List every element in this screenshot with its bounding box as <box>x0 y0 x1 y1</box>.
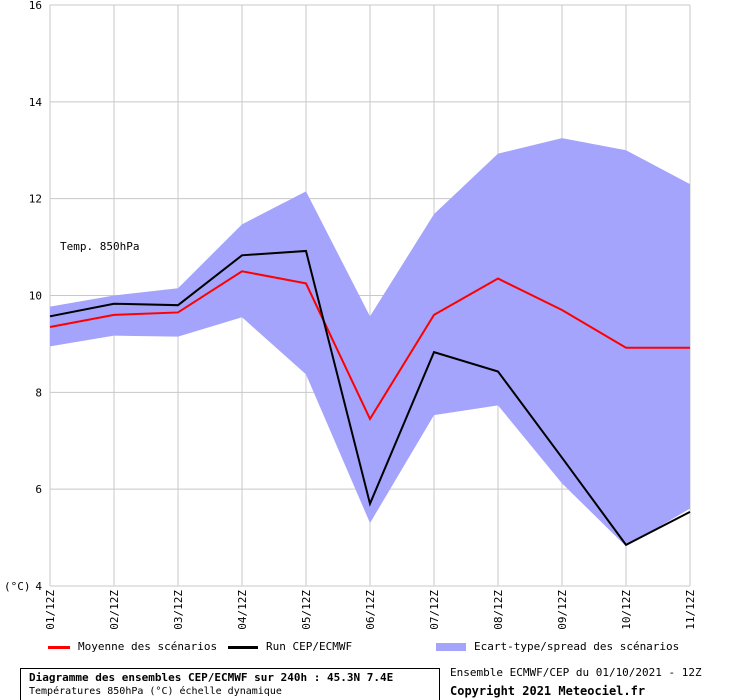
chart-subtitle: Températures 850hPa (°C) échelle dynamiq… <box>29 686 282 697</box>
x-tick-label: 01/12Z <box>44 590 57 630</box>
y-axis-ticks: 4 6 8 10 12 14 16 <box>29 0 43 593</box>
y-tick-label: 12 <box>29 193 42 206</box>
legend-spread-swatch <box>436 643 466 651</box>
legend-mean: Moyenne des scénarios <box>48 640 217 653</box>
legend-run-swatch <box>228 645 258 649</box>
ensemble-run-info: Ensemble ECMWF/CEP du 01/10/2021 - 12Z <box>450 666 702 679</box>
y-tick-label: 4 <box>35 580 42 593</box>
x-tick-label: 03/12Z <box>172 590 185 630</box>
x-tick-label: 09/12Z <box>556 590 569 630</box>
legend-spread-label: Ecart-type/spread des scénarios <box>474 640 680 653</box>
chart-annotation: Temp. 850hPa <box>60 240 139 253</box>
run-series-line <box>49 249 691 547</box>
x-axis-ticks: 01/12Z 02/12Z 03/12Z 04/12Z 05/12Z 06/12Z 07/1… <box>44 590 697 630</box>
x-tick-label: 04/12Z <box>236 590 249 630</box>
copyright-notice: Copyright 2021 Meteociel.fr <box>450 684 646 698</box>
chart-title-box: Diagramme des ensembles CEP/ECMWF sur 24… <box>20 668 440 700</box>
x-tick-label: 10/12Z <box>620 590 633 630</box>
mean-series-line <box>49 270 690 422</box>
x-tick-label: 08/12Z <box>492 590 505 630</box>
y-tick-label: 16 <box>29 0 42 12</box>
y-tick-label: 10 <box>29 290 42 303</box>
x-tick-label: 11/12Z <box>684 590 697 630</box>
legend-mean-swatch <box>48 645 70 649</box>
spread-band <box>50 138 690 547</box>
legend-mean-label: Moyenne des scénarios <box>78 640 218 653</box>
y-axis-unit-label: (°C) <box>4 580 31 593</box>
x-tick-label: 05/12Z <box>300 590 313 630</box>
x-tick-label: 06/12Z <box>364 590 377 630</box>
ensemble-chart: 4 6 8 10 12 14 16 01/12Z 02/12Z 03/12Z 04/12Z 05/1… <box>4 0 697 630</box>
y-tick-label: 8 <box>35 386 42 399</box>
x-tick-label: 07/12Z <box>428 590 441 630</box>
legend-run: Run CEP/ECMWF <box>228 640 352 653</box>
x-tick-label: 02/12Z <box>108 590 121 630</box>
y-tick-label: 6 <box>35 483 42 496</box>
legend-spread: Ecart-type/spread des scénarios <box>436 640 679 653</box>
legend-run-label: Run CEP/ECMWF <box>266 640 353 653</box>
chart-title: Diagramme des ensembles CEP/ECMWF sur 24… <box>29 671 394 684</box>
y-tick-label: 14 <box>29 96 43 109</box>
